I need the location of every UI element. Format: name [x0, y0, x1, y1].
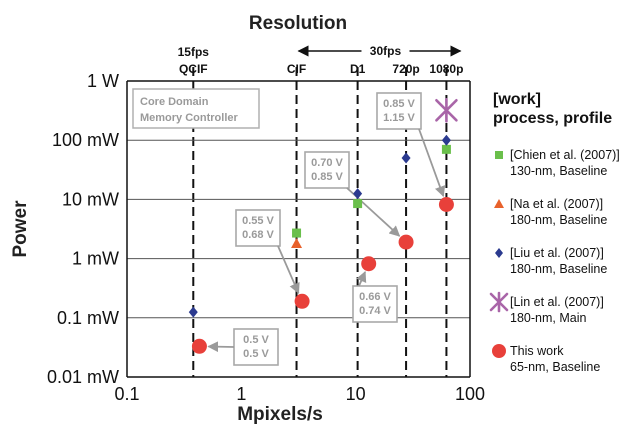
data-point-triangle: [494, 199, 504, 208]
data-point-circle: [492, 344, 506, 358]
data-point-diamond: [495, 248, 503, 258]
voltage-arrow: [277, 245, 300, 295]
resolution-label: CIF: [287, 62, 306, 76]
voltage-arrow: [356, 270, 367, 287]
voltage-text: 0.55 V: [242, 215, 274, 227]
y-tick-label: 0.1 mW: [57, 308, 119, 328]
legend-name: This work: [510, 344, 564, 358]
voltage-annotation: 0.5 V 0.5 V: [207, 328, 279, 366]
x-tick-label: 100: [455, 384, 485, 404]
resolution-label: 720p: [392, 62, 419, 76]
x-axis-label: Mpixels/s: [237, 404, 323, 425]
voltage-annotation: 0.55 V 0.68 V: [235, 209, 300, 295]
core-domain-text: Core Domain: [140, 96, 209, 108]
data-point-diamond: [188, 306, 198, 318]
voltage-box: [235, 209, 281, 247]
y-tick-label: 100 mW: [52, 130, 119, 150]
legend-name: [Liu et al. (2007)]: [510, 246, 604, 260]
y-tick-label: 10 mW: [62, 189, 119, 209]
legend-item: [Na et al. (2007)] 180-nm, Baseline: [494, 197, 607, 227]
resolution-label: 1080p: [429, 62, 463, 76]
legend-detail: 180-nm, Baseline: [510, 262, 607, 276]
legend-detail: 180-nm, Baseline: [510, 213, 607, 227]
legend-item: [Liu et al. (2007)] 180-nm, Baseline: [495, 246, 607, 276]
resolution-label: D1: [350, 62, 366, 76]
x-tick-label: 10: [346, 384, 366, 404]
voltage-text: 0.70 V: [311, 157, 343, 169]
voltage-text: 0.66 V: [359, 291, 391, 303]
voltage-annotations: 0.5 V 0.5 V 0.55 V 0.68 V 0.66 V 0.74 V 0.70 V…: [207, 92, 446, 366]
core-domain-frame: [132, 88, 260, 129]
fps-range-label: 30fps: [370, 44, 402, 58]
legend-name: [Na et al. (2007)]: [510, 197, 603, 211]
data-point-circle: [361, 256, 377, 272]
fps-label: 15fps: [178, 45, 210, 59]
data-point-square: [353, 199, 363, 209]
y-axis-label: Power: [10, 200, 31, 258]
legend-title: [work]: [493, 91, 541, 108]
y-tick-label: 1 W: [87, 71, 119, 91]
data-point-square: [441, 144, 451, 154]
x-tick-label: 0.1: [114, 384, 139, 404]
legend-item: This work 65-nm, Baseline: [492, 344, 600, 374]
voltage-box: [304, 151, 350, 189]
resolution-markers: QCIF 15fps CIF D1 720p 1080p 30fps: [178, 44, 463, 377]
voltage-annotation: 0.66 V 0.74 V: [352, 270, 398, 323]
data-point-circle: [438, 197, 454, 213]
data-point-diamond: [401, 152, 411, 164]
legend-detail: 130-nm, Baseline: [510, 164, 607, 178]
legend-detail: 180-nm, Main: [510, 311, 586, 325]
legend-item: [Lin et al. (2007)] 180-nm, Main: [489, 291, 604, 325]
voltage-annotation: 0.85 V 1.15 V: [376, 92, 446, 198]
resolution-label: QCIF: [179, 62, 208, 76]
x-tick-label: 1: [236, 384, 246, 404]
voltage-text: 0.5 V: [243, 348, 269, 360]
legend-name: [Lin et al. (2007)]: [510, 295, 604, 309]
y-tick-label: 1 mW: [72, 249, 119, 269]
voltage-text: 0.85 V: [311, 171, 343, 183]
chart-title: Resolution: [249, 13, 347, 34]
data-point-diamond: [353, 188, 363, 200]
voltage-text: 0.68 V: [242, 229, 274, 241]
data-point-star: [489, 291, 509, 313]
voltage-text: 0.74 V: [359, 305, 391, 317]
legend-title: process, profile: [493, 110, 612, 127]
core-domain-box: Core Domain Memory Controller: [132, 88, 260, 129]
data-point-square: [292, 228, 302, 238]
data-point-circle: [398, 234, 414, 250]
data-points: [188, 97, 458, 354]
voltage-box: [376, 92, 422, 130]
data-point-circle: [294, 293, 310, 309]
y-tick-label: 0.01 mW: [47, 367, 119, 387]
axes: 0.01 mW 0.1 mW 1 mW 10 mW 100 mW 1 W 0.1 1 10 100: [47, 71, 485, 404]
data-point-circle: [191, 338, 207, 354]
legend-detail: 65-nm, Baseline: [510, 360, 600, 374]
legend-name: [Chien et al. (2007)]: [510, 148, 620, 162]
voltage-arrow: [207, 341, 235, 353]
legend: [work] process, profile [Chien et al. (200…: [489, 91, 620, 374]
core-domain-text: Memory Controller: [140, 112, 239, 124]
data-point-star: [435, 97, 458, 123]
legend-item: [Chien et al. (2007)] 130-nm, Baseline: [495, 148, 620, 178]
data-point-square: [495, 151, 503, 159]
voltage-text: 0.85 V: [383, 98, 415, 110]
voltage-annotation: 0.70 V 0.85 V: [304, 151, 401, 237]
voltage-box: [352, 285, 398, 323]
voltage-text: 1.15 V: [383, 112, 415, 124]
data-point-diamond: [441, 134, 451, 146]
data-point-triangle: [291, 237, 303, 248]
voltage-arrow: [418, 128, 446, 198]
voltage-text: 0.5 V: [243, 334, 269, 346]
